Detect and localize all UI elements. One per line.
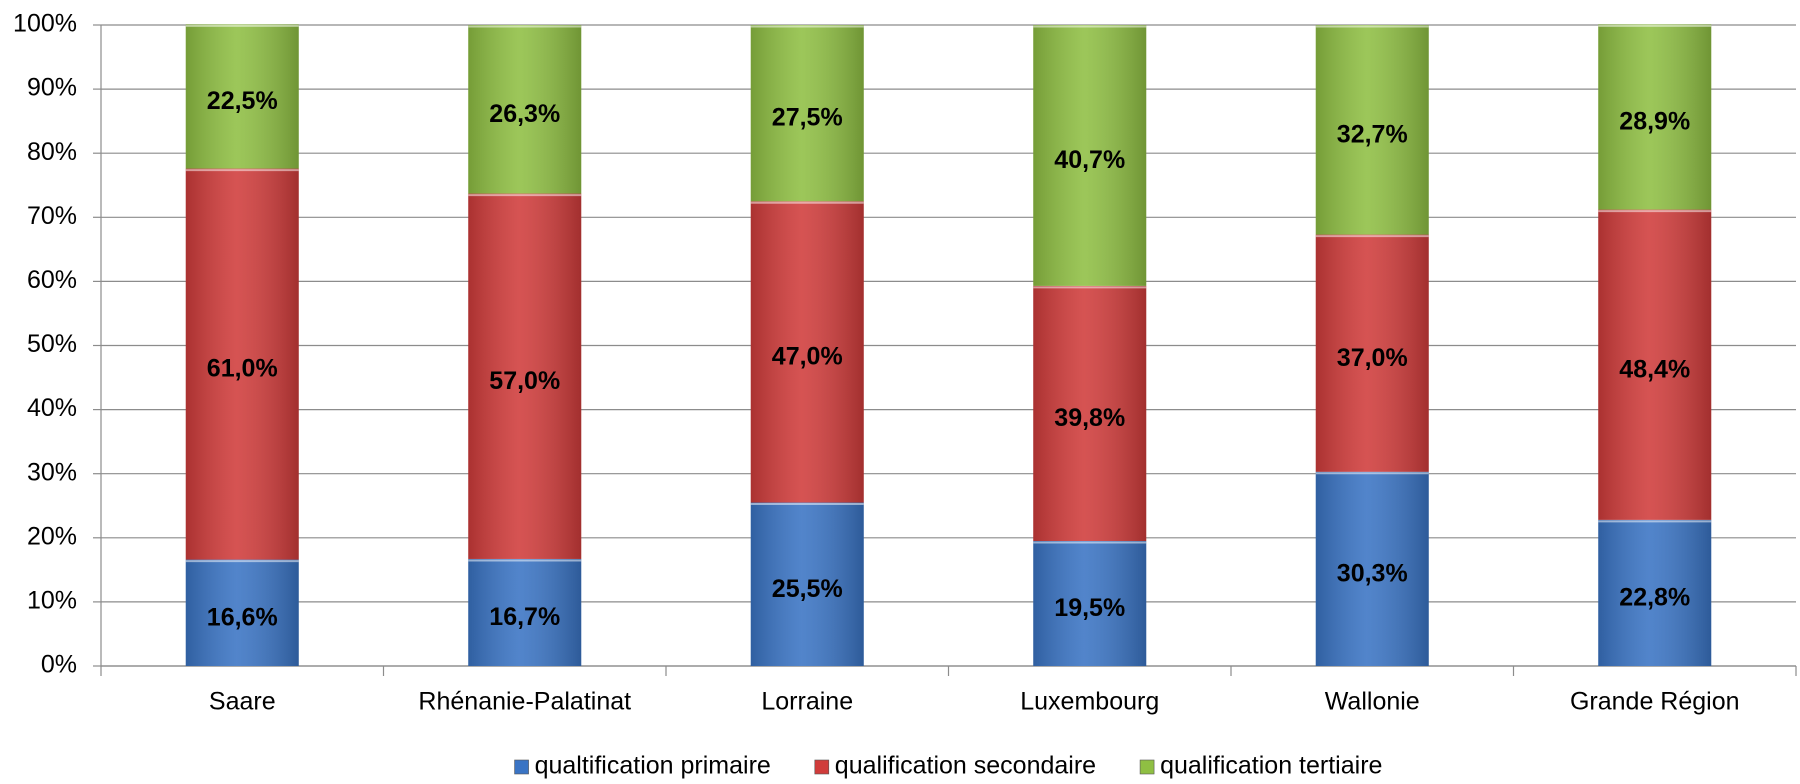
bar-shine: [185, 168, 299, 560]
bar-shine: [468, 558, 582, 666]
bar-shine: [468, 25, 582, 194]
x-tick-label: Saare: [209, 688, 276, 716]
legend-swatch: [514, 759, 529, 775]
bar-shine: [1315, 234, 1429, 472]
bar-shine: [1033, 541, 1147, 666]
bar-shine: [750, 201, 864, 503]
bar-shine: [750, 25, 864, 202]
data-label: 22,8%: [1619, 584, 1690, 612]
data-label: 25,5%: [772, 575, 843, 603]
y-tick-label: 60%: [27, 266, 77, 294]
y-tick-label: 10%: [27, 587, 77, 615]
legend-label: qualification tertiaire: [1160, 752, 1382, 780]
data-label: 22,5%: [207, 87, 278, 115]
data-label: 28,9%: [1619, 108, 1690, 136]
y-tick-label: 40%: [27, 394, 77, 422]
data-label: 47,0%: [772, 343, 843, 371]
y-tick-label: 0%: [41, 651, 77, 679]
y-tick-label: 30%: [27, 458, 77, 486]
bar-shine: [185, 559, 299, 666]
legend-swatch: [814, 759, 830, 775]
bar-shine: [1315, 471, 1429, 666]
data-label: 61,0%: [207, 355, 278, 383]
bar-shine: [1033, 285, 1147, 542]
bar-shine: [1033, 25, 1147, 286]
y-tick-label: 80%: [27, 138, 77, 166]
bar-shine: [750, 502, 864, 666]
data-label: 57,0%: [489, 367, 560, 395]
data-label: 30,3%: [1337, 559, 1408, 587]
x-tick-label: Grande Région: [1570, 688, 1740, 716]
data-label: 39,8%: [1054, 404, 1125, 432]
x-tick-label: Lorraine: [761, 688, 853, 716]
bar-shine: [1598, 24, 1712, 210]
data-label: 19,5%: [1054, 594, 1125, 622]
data-label: 26,3%: [489, 100, 560, 128]
legend-label: qualification secondaire: [835, 752, 1096, 780]
bar-shine: [468, 193, 582, 559]
bar-shine: [1315, 25, 1429, 235]
data-label: 27,5%: [772, 104, 843, 132]
y-tick-label: 20%: [27, 522, 77, 550]
data-label: 32,7%: [1337, 120, 1408, 148]
x-tick-label: Rhénanie-Palatinat: [418, 688, 631, 716]
bar-shine: [1598, 519, 1712, 666]
data-label: 48,4%: [1619, 355, 1690, 383]
data-label: 40,7%: [1054, 146, 1125, 174]
bar-shine: [1598, 209, 1712, 520]
y-tick-label: 100%: [13, 10, 77, 38]
x-tick-label: Luxembourg: [1020, 688, 1159, 716]
x-tick-label: Wallonie: [1325, 688, 1420, 716]
y-tick-label: 50%: [27, 330, 77, 358]
data-label: 37,0%: [1337, 344, 1408, 372]
data-label: 16,6%: [207, 603, 278, 631]
y-tick-label: 90%: [27, 74, 77, 102]
y-tick-label: 70%: [27, 202, 77, 230]
legend-swatch: [1139, 759, 1155, 775]
bar-shine: [185, 24, 299, 169]
legend-label: qualtification primaire: [535, 752, 771, 780]
data-label: 16,7%: [489, 603, 560, 631]
